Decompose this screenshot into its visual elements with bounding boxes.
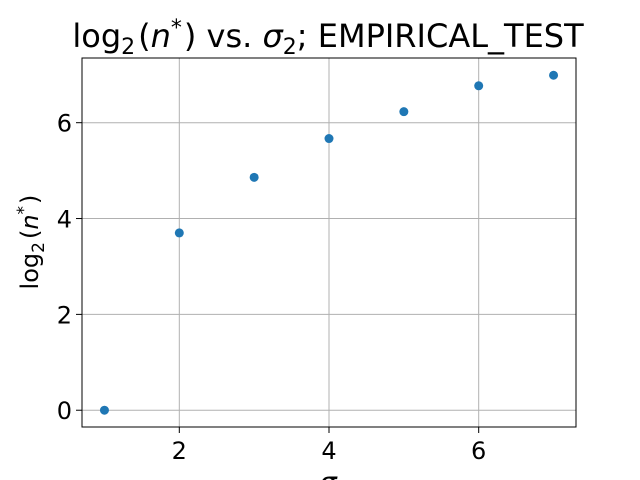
scatter-point — [249, 172, 259, 182]
scatter-points — [99, 70, 559, 415]
x-tick-label: 6 — [471, 437, 486, 465]
ylabel-star: * — [14, 206, 34, 215]
ylabel-log: log — [16, 253, 44, 290]
y-tick-label: 6 — [57, 110, 72, 138]
title-close-paren: ) — [184, 17, 196, 55]
title-sigma-subscript: 2 — [283, 35, 297, 60]
x-tick-label: 2 — [172, 437, 187, 465]
scatter-point — [99, 405, 109, 415]
ylabel-close-paren: ) — [16, 195, 44, 204]
title-sigma: σ — [263, 17, 285, 55]
ylabel-n: n — [16, 214, 44, 229]
scatter-point — [174, 228, 184, 238]
title-rest: ; EMPIRICAL_TEST — [297, 17, 584, 55]
scatter-point — [324, 134, 334, 144]
scatter-point — [399, 107, 409, 117]
scatter-point — [549, 70, 559, 80]
y-axis-label: log2 (n*) — [14, 195, 49, 290]
scatter-point — [474, 81, 484, 91]
title-vs: vs. — [196, 17, 262, 55]
x-axis-label: σ — [319, 466, 338, 480]
y-tick-label: 2 — [57, 301, 72, 329]
title-star: * — [171, 16, 182, 41]
chart-title: log2(n*) vs. σ2; EMPIRICAL_TEST — [72, 16, 584, 60]
y-tick-label: 0 — [57, 397, 72, 425]
axes-frame — [81, 57, 577, 428]
title-open-paren: ( — [138, 17, 150, 55]
title-log: log — [72, 17, 121, 55]
y-tick-label: 4 — [57, 206, 72, 234]
x-tick-label: 4 — [321, 437, 336, 465]
ylabel-log-subscript: 2 — [29, 242, 49, 253]
ylabel-open-paren: ( — [16, 230, 44, 239]
grid-lines — [82, 58, 576, 427]
title-log-subscript: 2 — [121, 35, 135, 60]
axis-ticks: 2 4 6 0 2 4 6 — [57, 110, 487, 465]
title-n: n — [151, 17, 171, 55]
